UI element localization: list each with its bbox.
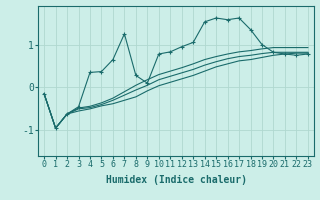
X-axis label: Humidex (Indice chaleur): Humidex (Indice chaleur) [106,175,246,185]
